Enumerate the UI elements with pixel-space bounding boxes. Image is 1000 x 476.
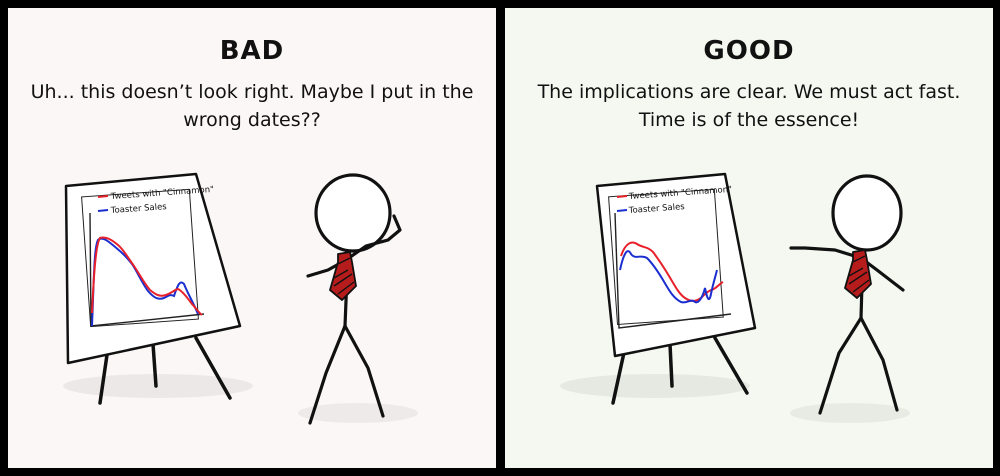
legend-swatch-blue [616,209,628,212]
easel-shadow [560,374,750,398]
figure-shadow [298,403,418,423]
figure-head [314,173,392,253]
good-illustration: Tweets with "Cinnamon" Toaster Sales [560,172,910,423]
figure-pointing-arm [789,246,863,260]
series-tweets [620,241,724,302]
bad-caption: Uh... this doesn’t look right. Maybe I p… [30,81,474,131]
figure-shadow [790,403,910,423]
figure-left-leg [818,316,863,415]
bad-illustration: Tweets with "Cinnamon" Toaster Sales [63,172,418,425]
confused-stick-figure [306,173,402,425]
pointing-stick-figure [789,174,905,415]
easel-board [595,172,757,358]
figure-left-leg [308,324,347,425]
legend-label-toaster: Toaster Sales [110,202,168,216]
figure-right-leg [343,324,385,418]
legend-swatch-red [97,195,109,198]
figure-head [831,174,903,252]
tie [329,251,357,301]
tie [844,249,872,299]
good-caption: The implications are clear. We must act … [537,81,961,131]
bad-panel: BAD Uh... this doesn’t look right. Maybe… [8,8,496,468]
easel-legs [611,336,749,405]
legend-swatch-red [616,195,628,198]
easel-board [64,172,242,365]
chart-axes [89,212,205,327]
legend-swatch-blue [97,209,109,212]
chart-axes [614,212,732,329]
legend-label-toaster: Toaster Sales [628,202,686,216]
bad-heading: BAD [219,36,285,66]
good-heading: GOOD [703,36,795,66]
series-tweets [91,236,203,316]
series-toaster-sales [619,250,718,304]
figure-raised-arm [344,214,402,262]
easel-shadow [63,374,253,398]
good-panel: GOOD The implications are clear. We must… [505,8,993,468]
easel-legs [98,336,232,405]
figure-right-leg [859,316,899,412]
